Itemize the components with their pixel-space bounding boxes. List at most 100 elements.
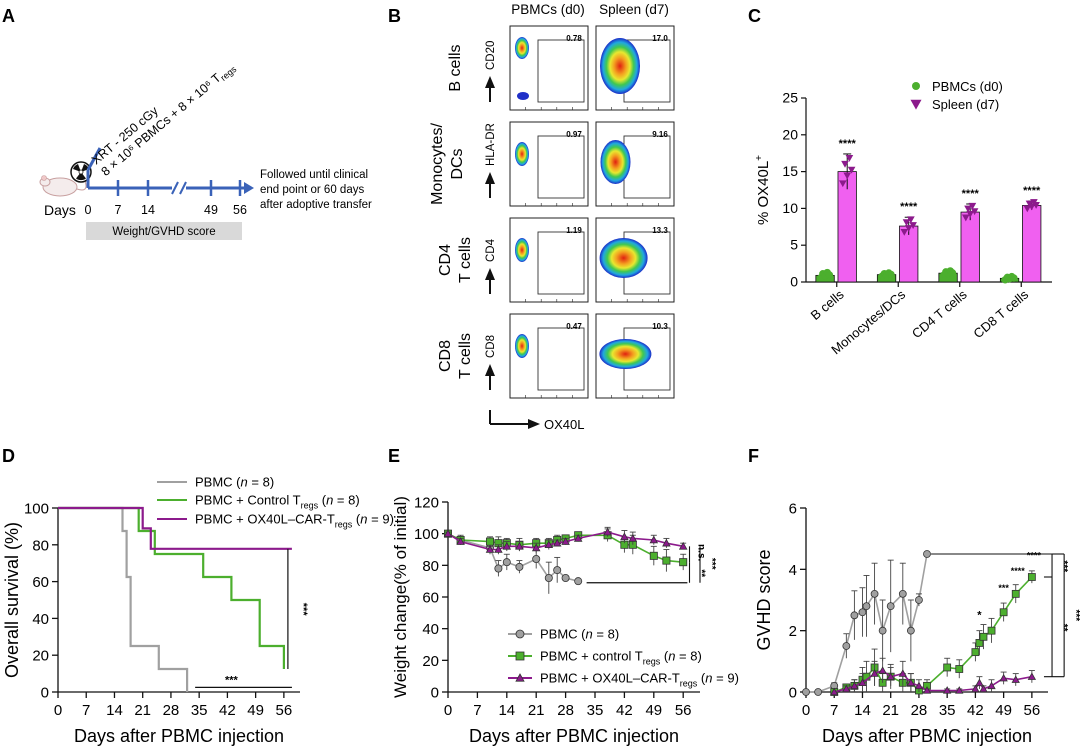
x-tick-label: CD8 T cells [970, 286, 1031, 341]
ox40l-label: OX40L [544, 417, 584, 432]
x-tick-label: B cells [808, 286, 847, 322]
survival-curve-2 [58, 506, 292, 550]
gvhd-line-0 [806, 553, 928, 693]
marker-label-group: HLA-DR [485, 123, 497, 166]
cell-population-blob [600, 140, 631, 184]
legend-label-n-var: n [705, 671, 712, 686]
cell-population-blob [517, 92, 529, 100]
x-axis-label: Days after PBMC injection [74, 726, 284, 746]
row-label: B cells [447, 44, 464, 91]
data-point [574, 577, 583, 586]
col-header-pbmc: PBMCs (d0) [511, 2, 585, 17]
data-point [870, 669, 879, 677]
data-point [999, 608, 1008, 617]
significance-stars: **** [839, 138, 857, 150]
legend-label-n-eq: = [713, 671, 728, 686]
significance-stars: **** [962, 188, 980, 200]
data-point [553, 566, 562, 575]
marker-label: CD4 [485, 238, 497, 262]
data-point [443, 529, 453, 537]
data-point [1010, 274, 1018, 282]
data-point [847, 166, 856, 174]
day-tick-14: 14 [141, 203, 155, 217]
data-point [561, 537, 570, 545]
data-point [886, 602, 895, 611]
row-label: T cells [457, 333, 474, 379]
gate-percentage: 0.78 [566, 34, 582, 43]
bar-spleen-2 [960, 211, 980, 283]
gate-box [537, 327, 585, 391]
y-tick-label: 2 [789, 623, 797, 640]
data-point [561, 574, 570, 583]
legend-marker-pbmc [912, 82, 920, 90]
data-point [662, 556, 671, 565]
significance-label: *** [1070, 609, 1080, 621]
data-point [907, 216, 915, 224]
legend-label-n-open: ( [697, 671, 706, 686]
data-point [1027, 573, 1036, 581]
panel-e-weight-chart: 0 20 40 60 80 100 120 0 7 14 21 28 35 42 49 56 Days afte… [391, 495, 739, 747]
y-tick-label: 4 [789, 562, 797, 579]
significance-label: *** [706, 558, 717, 570]
x-axis-label: Days after PBMC injection [822, 726, 1032, 746]
data-point [909, 222, 917, 230]
data-point [878, 626, 887, 635]
data-point [603, 527, 612, 536]
y-tick-label: 80 [32, 537, 49, 554]
data-point [845, 155, 854, 162]
data-point [943, 663, 952, 672]
gate-percentage: 1.19 [566, 226, 582, 235]
x-label-group: CD4 T cells [909, 286, 970, 341]
legend-label-n-open: ( [660, 649, 669, 664]
legend-label-n-var: n [586, 627, 593, 642]
legend-label-n-eq: = [248, 475, 263, 490]
significance-stars: * [977, 609, 982, 621]
significance-stars: **** [1011, 566, 1026, 576]
row-label-group: CD4 T cells [437, 237, 474, 283]
data-point [649, 535, 659, 544]
x-tick-label: 14 [854, 702, 871, 719]
legend-label: PBMC (n = 8) [540, 627, 619, 642]
ox40l-arrow-head [528, 419, 540, 429]
data-point [979, 632, 988, 641]
y-tick-label: 5 [790, 237, 798, 253]
data-point [544, 574, 553, 583]
data-point [966, 210, 975, 218]
legend-label-n-var: n [241, 475, 248, 490]
days-label: Days [44, 202, 76, 218]
panel-label-d: D [2, 446, 15, 466]
marker-label: CD20 [485, 41, 497, 70]
data-point [515, 562, 524, 571]
significance-stars: *** [225, 674, 239, 686]
data-point [494, 545, 503, 553]
gate-box [537, 39, 585, 103]
data-point [456, 537, 465, 545]
data-point [1011, 675, 1020, 683]
legend-label-n-eq: = [593, 627, 608, 642]
y-tick-label: 15 [782, 163, 798, 179]
gate-box [537, 231, 585, 295]
data-point [971, 684, 980, 693]
significance-label: *** [1058, 560, 1069, 572]
gate-percentage: 10.3 [652, 322, 668, 331]
y-tick-label: 25 [782, 90, 798, 106]
legend-label: PBMC + Control Tregs (n = 8) [195, 493, 360, 511]
data-point [802, 688, 810, 696]
legend-marker [515, 673, 525, 682]
data-point [838, 180, 847, 188]
y-label-group: Overall survival (%) [2, 522, 22, 678]
panel-label-e: E [388, 446, 400, 466]
data-point [942, 686, 952, 694]
data-point [878, 666, 887, 674]
y-axis-label: Overall survival (%) [2, 522, 22, 678]
y-tick-label: 60 [422, 590, 439, 607]
marker-arrow-head [485, 172, 495, 184]
panel-b-flow: PBMCs (d0) Spleen (d7) B cells CD20 0.78 17… [429, 2, 675, 432]
x-tick-label: 42 [616, 702, 633, 719]
significance-label: ** [1058, 624, 1069, 632]
data-point [485, 545, 495, 553]
day-tick-56: 56 [233, 203, 247, 217]
gate-percentage: 0.47 [566, 322, 582, 331]
data-point [678, 541, 688, 550]
